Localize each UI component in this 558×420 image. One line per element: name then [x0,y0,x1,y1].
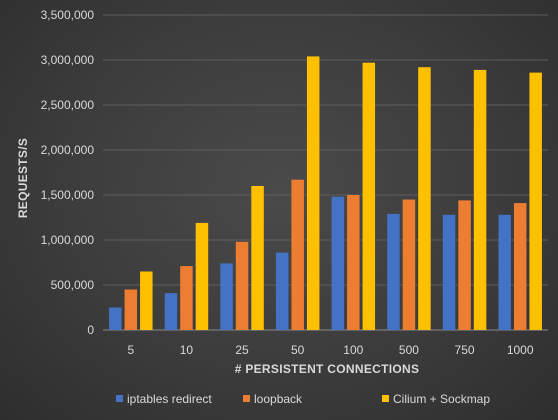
bar-loopback-500 [402,199,416,330]
bar-loopback-100 [347,195,360,330]
legend-swatch [116,395,123,402]
legend-swatch [243,395,250,402]
y-tick-label: 1,000,000 [41,233,95,247]
bar-cilium-sockmap-10 [195,222,209,330]
bar-cilium-sockmap-25 [251,186,264,330]
bars [109,56,542,331]
gridlines [103,14,548,331]
bar-cilium-sockmap-5 [140,271,153,330]
bar-iptables-redirect-1000 [498,214,511,330]
bar-cilium-sockmap-100 [362,62,376,330]
y-tick-label: 2,000,000 [41,143,95,157]
x-tick-label: 750 [455,343,475,357]
x-tick-label: 10 [180,343,194,357]
bar-cilium-sockmap-1000 [529,72,542,330]
bar-loopback-1000 [513,203,527,330]
x-axis-ticks: 5 10 25 50 100 500 750 1000 [127,343,533,357]
bar-iptables-redirect-500 [387,213,400,330]
bar-cilium-sockmap-500 [418,67,431,330]
bar-loopback-750 [458,200,471,330]
x-tick-label: 50 [291,343,305,357]
bar-cilium-sockmap-750 [473,69,487,331]
bar-iptables-redirect-5 [109,307,122,330]
bar-loopback-5 [124,289,138,330]
x-axis-title: # PERSISTENT CONNECTIONS [235,362,420,376]
y-tick-label: 1,500,000 [41,188,95,202]
legend-item: loopback [243,392,303,406]
legend-label: iptables redirect [127,392,212,406]
y-tick-label: 3,000,000 [41,53,95,67]
legend-item: iptables redirect [116,392,212,406]
legend-label: loopback [254,392,303,406]
x-tick-label: 5 [127,343,134,357]
legend-label: Cilium + Sockmap [393,392,490,406]
bar-iptables-redirect-50 [275,252,289,330]
x-tick-label: 25 [235,343,249,357]
legend-item: Cilium + Sockmap [382,392,490,406]
bar-iptables-redirect-10 [164,293,178,330]
legend-swatch [382,395,389,402]
bar-iptables-redirect-25 [220,263,233,330]
bar-loopback-25 [235,241,249,330]
y-axis-title: REQUESTS/S [16,138,30,218]
y-axis-ticks: 0 500,000 1,000,000 1,500,000 2,000,000 2,500… [41,8,95,337]
bar-loopback-50 [291,179,304,330]
x-tick-label: 500 [399,343,419,357]
bar-cilium-sockmap-50 [306,56,320,331]
bar-iptables-redirect-750 [442,214,456,330]
x-tick-label: 100 [343,343,363,357]
bar-loopback-10 [180,266,193,330]
y-tick-label: 500,000 [51,278,95,292]
y-tick-label: 3,500,000 [41,8,95,22]
bar-iptables-redirect-100 [331,196,345,330]
y-tick-label: 0 [87,323,94,337]
x-tick-label: 1000 [507,343,534,357]
y-tick-label: 2,500,000 [41,98,95,112]
legend: iptables redirect loopback Cilium + Sockma… [116,392,490,406]
